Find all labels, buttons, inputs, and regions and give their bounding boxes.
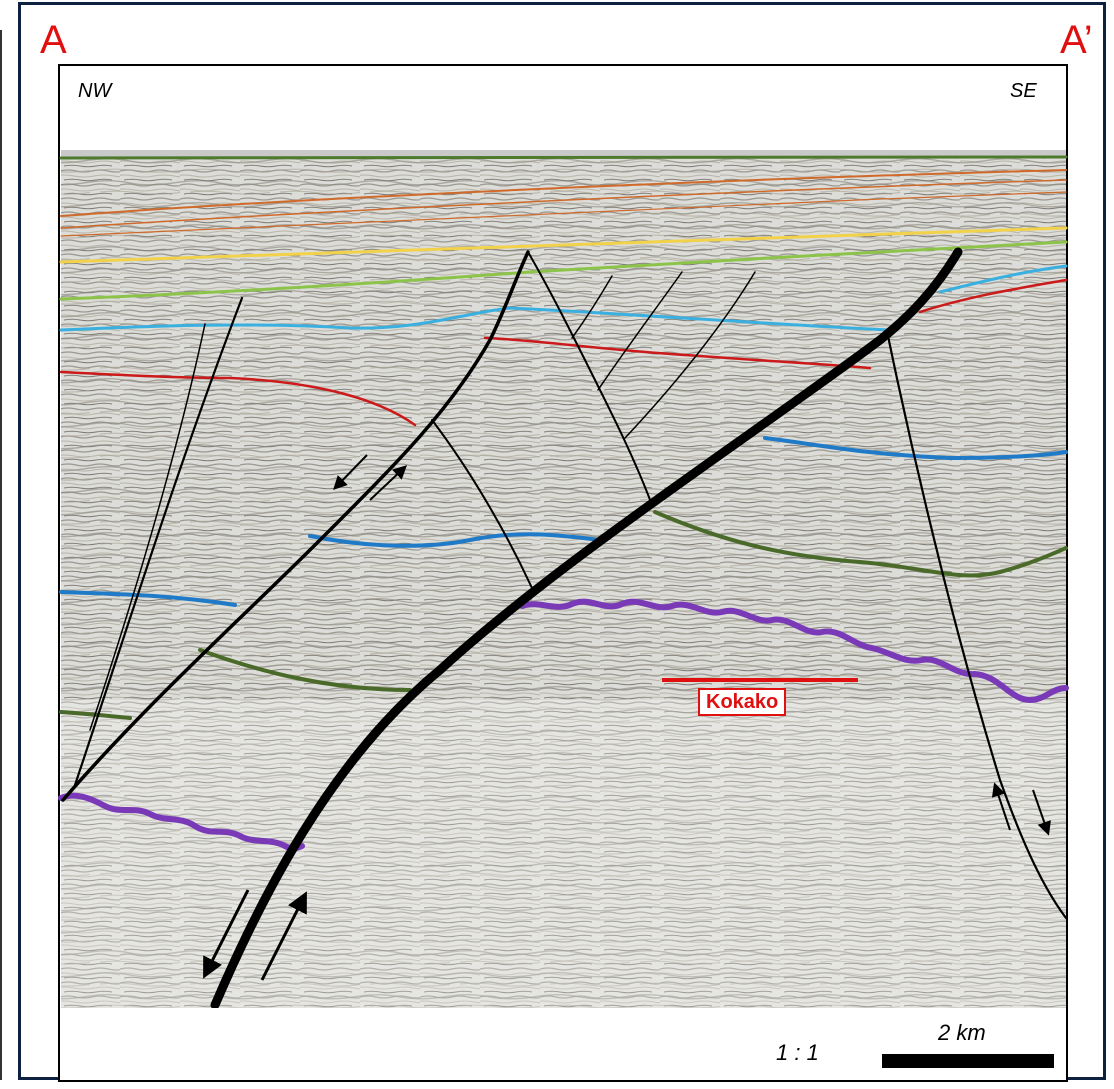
horizon-red-mid [483, 336, 872, 370]
arrow-listric-down [333, 454, 368, 491]
fault-right [886, 334, 1068, 920]
horizon-blue-left [59, 590, 237, 607]
horizon-top-green [59, 155, 1068, 160]
horizon-blue-right [763, 436, 1068, 461]
scale-length-label: 2 km [938, 1020, 986, 1045]
horizon-red-right [918, 278, 1068, 314]
horizon-yellow [59, 226, 1068, 264]
arrow-main-up [260, 891, 307, 981]
kokako-well-label: Kokako [698, 688, 787, 716]
horizons [58, 155, 1069, 852]
arrow-right-up [991, 782, 1011, 831]
antithetic-fault-left [431, 419, 533, 589]
horizon-cyan-right [938, 264, 1068, 294]
listric-fault-left [61, 250, 530, 802]
fault-far-left-2 [89, 323, 206, 731]
horizon-cyan-left [59, 306, 892, 332]
main-fault [210, 247, 963, 1010]
horizon-dark-green-mid [198, 648, 412, 692]
scale-bar [882, 1054, 1054, 1068]
horizon-red-left [59, 370, 417, 427]
displacement-arrows [203, 454, 1051, 981]
synthetic-fault-3 [624, 271, 756, 439]
seismic-background [61, 150, 1066, 1008]
antithetic-fault-mid [527, 251, 653, 506]
horizon-orange-2 [60, 179, 1067, 229]
horizon-purple-left [58, 792, 305, 852]
horizon-light-green [59, 240, 1068, 301]
scale-ratio-label: 1 : 1 [776, 1040, 819, 1065]
section-start-label: A [40, 18, 67, 62]
arrow-listric-up [369, 465, 408, 501]
horizon-blue-mid [308, 532, 602, 548]
legend-strip [61, 1008, 1066, 1080]
arrow-main-down [203, 889, 250, 979]
section-end-label: A’ [1060, 18, 1093, 62]
se-direction-label: SE [1010, 80, 1037, 102]
horizon-orange-1 [60, 169, 1067, 217]
nw-direction-label: NW [78, 80, 112, 102]
left-edge-line [0, 30, 2, 1080]
faults [61, 247, 1068, 1010]
arrow-right-down [1032, 789, 1051, 836]
fault-far-left-1 [73, 296, 244, 787]
horizon-dark-green-right [653, 510, 1068, 578]
horizon-purple-right [519, 598, 1069, 704]
synthetic-fault-2 [597, 271, 683, 391]
synthetic-fault-1 [571, 275, 613, 339]
